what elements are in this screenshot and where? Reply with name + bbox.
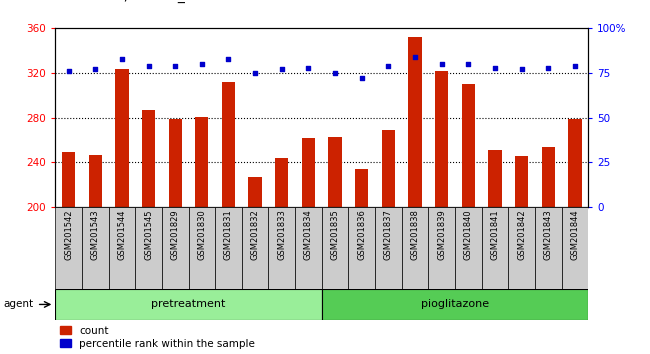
Bar xyxy=(55,289,322,320)
Point xyxy=(143,63,154,69)
Bar xyxy=(348,207,375,289)
Text: GSM201844: GSM201844 xyxy=(571,210,579,260)
Bar xyxy=(268,207,295,289)
Bar xyxy=(115,69,129,207)
Bar xyxy=(508,207,535,289)
Bar xyxy=(242,207,268,289)
Text: GSM201840: GSM201840 xyxy=(464,210,473,260)
Text: GSM201544: GSM201544 xyxy=(118,210,126,260)
Bar xyxy=(428,207,455,289)
Bar xyxy=(135,207,162,289)
Text: GSM201839: GSM201839 xyxy=(437,210,446,260)
Bar xyxy=(55,207,82,289)
Bar xyxy=(568,119,582,207)
Text: GDS4132 / 44111_at: GDS4132 / 44111_at xyxy=(55,0,200,3)
Point xyxy=(170,63,181,69)
Bar xyxy=(562,207,588,289)
Text: GSM201832: GSM201832 xyxy=(251,210,259,260)
Text: agent: agent xyxy=(3,299,33,309)
Bar xyxy=(435,71,448,207)
Bar xyxy=(302,138,315,207)
Text: GSM201838: GSM201838 xyxy=(411,210,419,261)
Point xyxy=(64,68,74,74)
Text: GSM201542: GSM201542 xyxy=(64,210,73,260)
Bar xyxy=(82,207,109,289)
Text: GSM201545: GSM201545 xyxy=(144,210,153,260)
Point xyxy=(277,67,287,72)
Text: GSM201835: GSM201835 xyxy=(331,210,339,260)
Text: GSM201837: GSM201837 xyxy=(384,210,393,261)
Point xyxy=(569,63,580,69)
Bar xyxy=(462,84,475,207)
Bar xyxy=(535,207,562,289)
Bar xyxy=(88,155,102,207)
Bar xyxy=(455,207,482,289)
Bar xyxy=(488,150,502,207)
Text: GSM201836: GSM201836 xyxy=(358,210,366,261)
Text: pretreatment: pretreatment xyxy=(151,299,226,309)
Bar xyxy=(168,119,182,207)
Bar xyxy=(142,110,155,207)
Bar xyxy=(275,158,289,207)
Text: GSM201830: GSM201830 xyxy=(198,210,206,260)
Text: GSM201833: GSM201833 xyxy=(278,210,286,261)
Point xyxy=(330,70,341,76)
Point xyxy=(224,56,234,62)
Point xyxy=(490,65,501,70)
Bar xyxy=(322,289,588,320)
Text: GSM201843: GSM201843 xyxy=(544,210,552,260)
Bar xyxy=(402,207,428,289)
Point xyxy=(516,67,526,72)
Text: pioglitazone: pioglitazone xyxy=(421,299,489,309)
Point xyxy=(117,56,127,62)
Text: GSM201829: GSM201829 xyxy=(171,210,179,260)
Point xyxy=(250,70,260,76)
Point xyxy=(410,54,421,60)
Bar xyxy=(322,207,348,289)
Bar xyxy=(328,137,342,207)
Point xyxy=(384,63,394,69)
Bar xyxy=(382,130,395,207)
Bar xyxy=(109,207,135,289)
Text: GSM201841: GSM201841 xyxy=(491,210,499,260)
Text: GSM201834: GSM201834 xyxy=(304,210,313,260)
Text: GSM201842: GSM201842 xyxy=(517,210,526,260)
Text: GSM201831: GSM201831 xyxy=(224,210,233,260)
Point xyxy=(437,61,447,67)
Bar xyxy=(482,207,508,289)
Bar xyxy=(222,82,235,207)
Point xyxy=(356,75,367,81)
Bar xyxy=(295,207,322,289)
Bar xyxy=(375,207,402,289)
Bar xyxy=(195,116,209,207)
Bar xyxy=(541,147,555,207)
Bar xyxy=(162,207,188,289)
Bar xyxy=(408,37,422,207)
Bar xyxy=(515,156,528,207)
Bar xyxy=(62,152,75,207)
Bar xyxy=(248,177,262,207)
Text: GSM201543: GSM201543 xyxy=(91,210,99,260)
Point xyxy=(303,65,314,70)
Point xyxy=(196,61,207,67)
Bar xyxy=(355,169,369,207)
Point xyxy=(463,61,473,67)
Point xyxy=(90,67,101,72)
Point xyxy=(543,65,554,70)
Bar xyxy=(215,207,242,289)
Legend: count, percentile rank within the sample: count, percentile rank within the sample xyxy=(60,326,255,349)
Bar xyxy=(188,207,215,289)
